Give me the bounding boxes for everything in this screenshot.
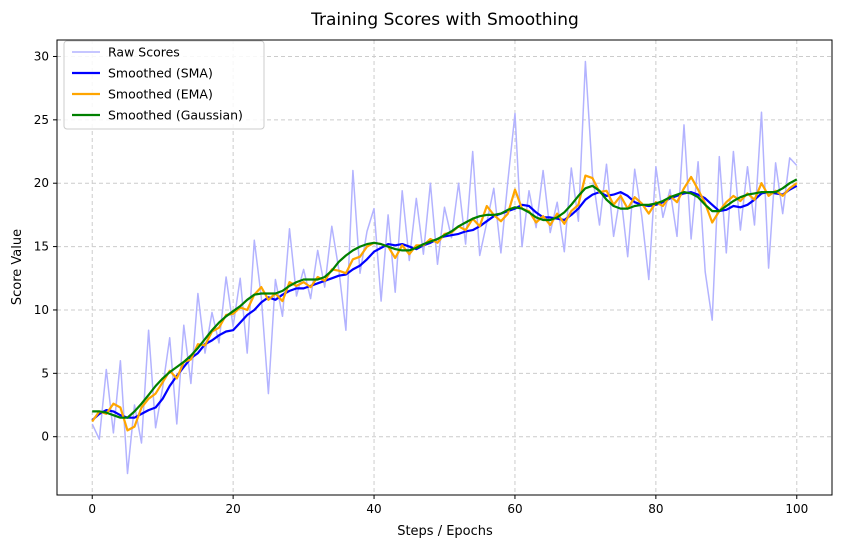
y-tick-label: 15 — [34, 240, 49, 254]
plot-frame — [56, 39, 833, 496]
y-axis-label: Score Value — [10, 229, 25, 305]
series-line-smoothed-gaussian — [92, 178, 798, 419]
legend-box — [63, 40, 265, 130]
y-tick-label: 10 — [34, 303, 49, 317]
y-tick-label: 25 — [34, 113, 49, 127]
x-tick-label: 60 — [507, 502, 522, 516]
y-tick-label: 5 — [41, 366, 49, 380]
chart-title: Training Scores with Smoothing — [310, 10, 579, 30]
legend: Raw Scores Smoothed (SMA) Smoothed (EMA) Sm… — [63, 40, 265, 130]
y-tick-label: 30 — [34, 49, 49, 63]
x-tick-label: 20 — [225, 502, 240, 516]
x-tick-label: 40 — [366, 502, 381, 516]
legend-label-smoothed-ema: Smoothed (EMA) — [108, 87, 213, 102]
y-tick-label: 0 — [41, 430, 49, 444]
legend-label-smoothed-sma: Smoothed (SMA) — [108, 66, 213, 81]
x-axis-ticks: 0 20 40 60 80 100 — [88, 495, 808, 516]
x-tick-label: 0 — [88, 502, 96, 516]
series-group — [91, 60, 798, 475]
legend-label-smoothed-gaussian: Smoothed (Gaussian) — [108, 108, 243, 123]
x-axis-label: Steps / Epochs — [397, 524, 493, 539]
y-axis-ticks: 0 5 10 15 20 25 30 — [34, 49, 57, 444]
legend-label-raw-scores: Raw Scores — [108, 45, 180, 60]
x-tick-label: 100 — [785, 502, 808, 516]
series-line-smoothed-ema — [91, 174, 798, 432]
y-tick-label: 20 — [34, 176, 49, 190]
x-tick-label: 80 — [648, 502, 663, 516]
